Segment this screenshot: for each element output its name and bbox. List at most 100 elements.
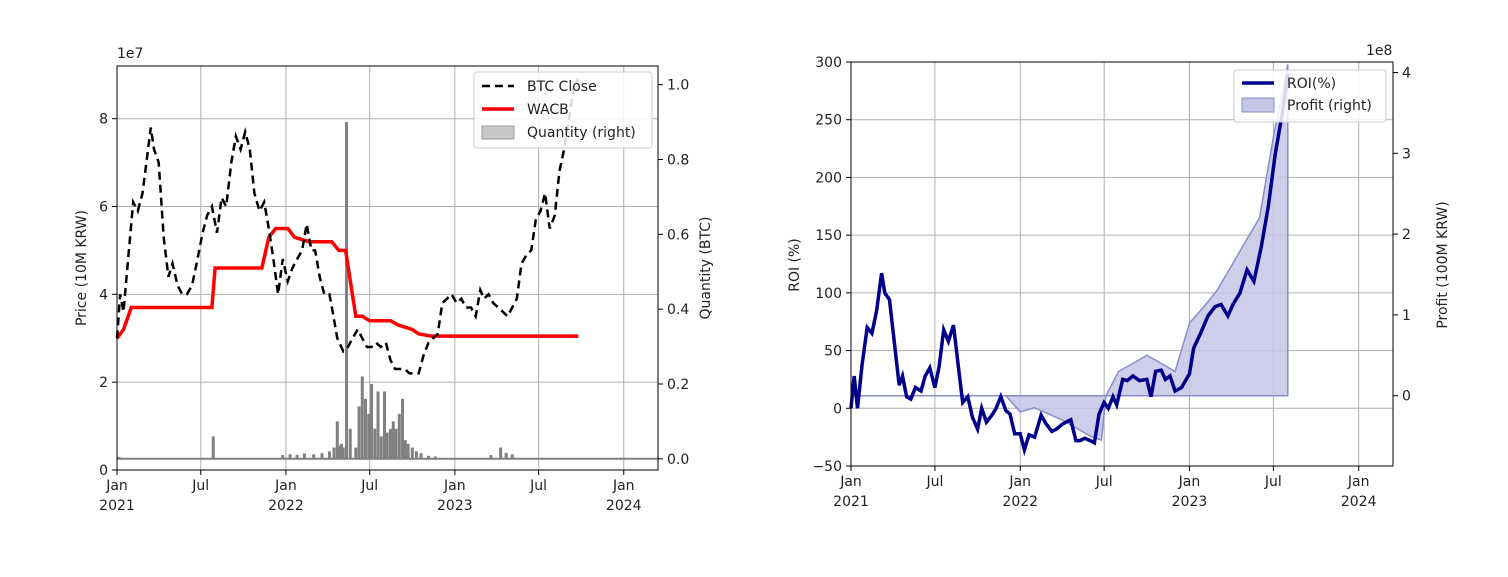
x-tick-year: 2021 [833, 494, 869, 510]
quantity-bar [288, 454, 292, 459]
quantity-bar [339, 443, 343, 459]
quantity-bar [348, 428, 352, 459]
x-tick-label: Jan [839, 474, 862, 490]
y-tick-label: 0 [833, 401, 842, 417]
legend-label-roi: ROI(%) [1287, 76, 1336, 92]
quantity-bar [312, 454, 316, 459]
y2-tick-label: 2 [1402, 227, 1411, 243]
y2-tick-label: 0.2 [667, 377, 689, 393]
wacb-line [115, 226, 579, 340]
quantity-bar [489, 455, 493, 459]
roi-line [849, 73, 1290, 457]
quantity-bar [370, 383, 374, 459]
roi-profit-chart: Jan 2021 Jul Jan 2022 Jul Jan 2023 Jul Jan 2024 −5… [787, 43, 1451, 510]
quantity-bar [332, 447, 336, 459]
quantity-bars [117, 122, 658, 460]
quantity-bar [499, 447, 503, 459]
quantity-bar [360, 376, 364, 459]
quantity-bar [335, 421, 339, 459]
quantity-bar [410, 447, 414, 459]
y-axis-ticks: −50 0 50 100 150 200 250 300 [812, 55, 851, 475]
price-wacb-chart: Jan 2021 Jul Jan 2022 Jul Jan 2023 Jul Jan 2024 0 2… [74, 46, 714, 514]
plot-frame [116, 65, 659, 471]
x-tick-year: 2022 [1002, 494, 1038, 510]
quantity-bar [320, 453, 324, 459]
quantity-bar [414, 451, 418, 459]
y2-tick-label: 0.6 [667, 227, 689, 243]
quantity-bar [281, 455, 285, 459]
x-tick-label: Jul [360, 478, 378, 494]
x-tick-label: Jan [1008, 474, 1031, 490]
quantity-bar [376, 391, 380, 459]
x-tick-year: 2023 [1172, 494, 1208, 510]
x-tick-label: Jan [105, 478, 128, 494]
y2-tick-label: 0.0 [667, 452, 689, 468]
x-tick-label: Jul [1264, 474, 1282, 490]
quantity-bar [373, 428, 377, 459]
x-tick-label: Jul [1095, 474, 1113, 490]
x-tick-label: Jan [274, 478, 297, 494]
quantity-bar [295, 455, 299, 459]
x-tick-year: 2021 [99, 498, 135, 514]
y2-axis-title: Quantity (BTC) [698, 217, 714, 320]
plot-frame [850, 61, 1394, 467]
y-axis-title: ROI (%) [787, 238, 803, 292]
legend-label-quantity: Quantity (right) [527, 125, 636, 141]
quantity-bar [302, 453, 306, 459]
quantity-bar [337, 445, 341, 459]
quantity-bar [433, 456, 437, 459]
quantity-bar [391, 421, 395, 459]
legend-label-profit: Profit (right) [1287, 98, 1372, 114]
quantity-bar [357, 406, 361, 459]
y2-tick-label: 3 [1402, 146, 1411, 162]
y2-axis-title: Profit (100M KRW) [1435, 201, 1451, 328]
y2-axis-ticks: 0.0 0.2 0.4 0.6 0.8 1.0 [658, 78, 689, 468]
legend-swatch-quantity [481, 125, 515, 140]
x-tick-label: Jan [1178, 474, 1201, 490]
legend-swatch-profit [1241, 97, 1275, 113]
legend-box [473, 71, 653, 149]
y-tick-label: 150 [815, 228, 842, 244]
quantity-bar [394, 428, 398, 459]
y-tick-label: 4 [99, 287, 108, 303]
x-tick-label: Jan [612, 478, 635, 494]
quantity-bar [426, 455, 430, 459]
y2-offset-label: 1e8 [1366, 43, 1392, 59]
quantity-bar [367, 413, 371, 459]
legend: BTC Close WACB Quantity (right) [473, 71, 653, 149]
quantity-bar [385, 432, 389, 459]
y-tick-label: 100 [815, 286, 842, 302]
y2-tick-label: 0.8 [667, 153, 689, 169]
quantity-bar [397, 413, 401, 459]
btc-close-line [115, 78, 580, 375]
y-axis-title: Price (10M KRW) [74, 210, 90, 326]
quantity-bar [211, 436, 215, 459]
x-tick-year: 2024 [1341, 494, 1377, 510]
quantity-bar [406, 443, 410, 459]
quantity-bar [382, 391, 386, 459]
profit-area [851, 64, 1289, 442]
x-tick-label: Jan [1347, 474, 1370, 490]
quantity-bar [364, 398, 368, 459]
x-tick-year: 2023 [437, 498, 473, 514]
quantity-bar [341, 447, 345, 459]
x-tick-year: 2022 [268, 498, 304, 514]
y2-axis-ticks: 0 1 2 3 4 [1393, 66, 1411, 405]
y2-tick-label: 1 [1402, 308, 1411, 324]
y-tick-label: 200 [815, 170, 842, 186]
quantity-bar [401, 398, 405, 459]
quantity-bar [327, 451, 331, 459]
quantity-bar [510, 454, 514, 459]
y-tick-label: −50 [812, 459, 842, 475]
y-tick-label: 50 [824, 344, 842, 360]
x-tick-label: Jul [191, 478, 209, 494]
x-tick-label: Jul [529, 478, 547, 494]
legend: ROI(%) Profit (right) [1233, 69, 1387, 123]
y-tick-label: 300 [815, 55, 842, 71]
y-tick-label: 6 [99, 200, 108, 216]
quantity-bar [379, 436, 383, 459]
quantity-bar [389, 428, 393, 459]
quantity-bar [354, 447, 358, 459]
legend-label-btc: BTC Close [527, 79, 597, 95]
